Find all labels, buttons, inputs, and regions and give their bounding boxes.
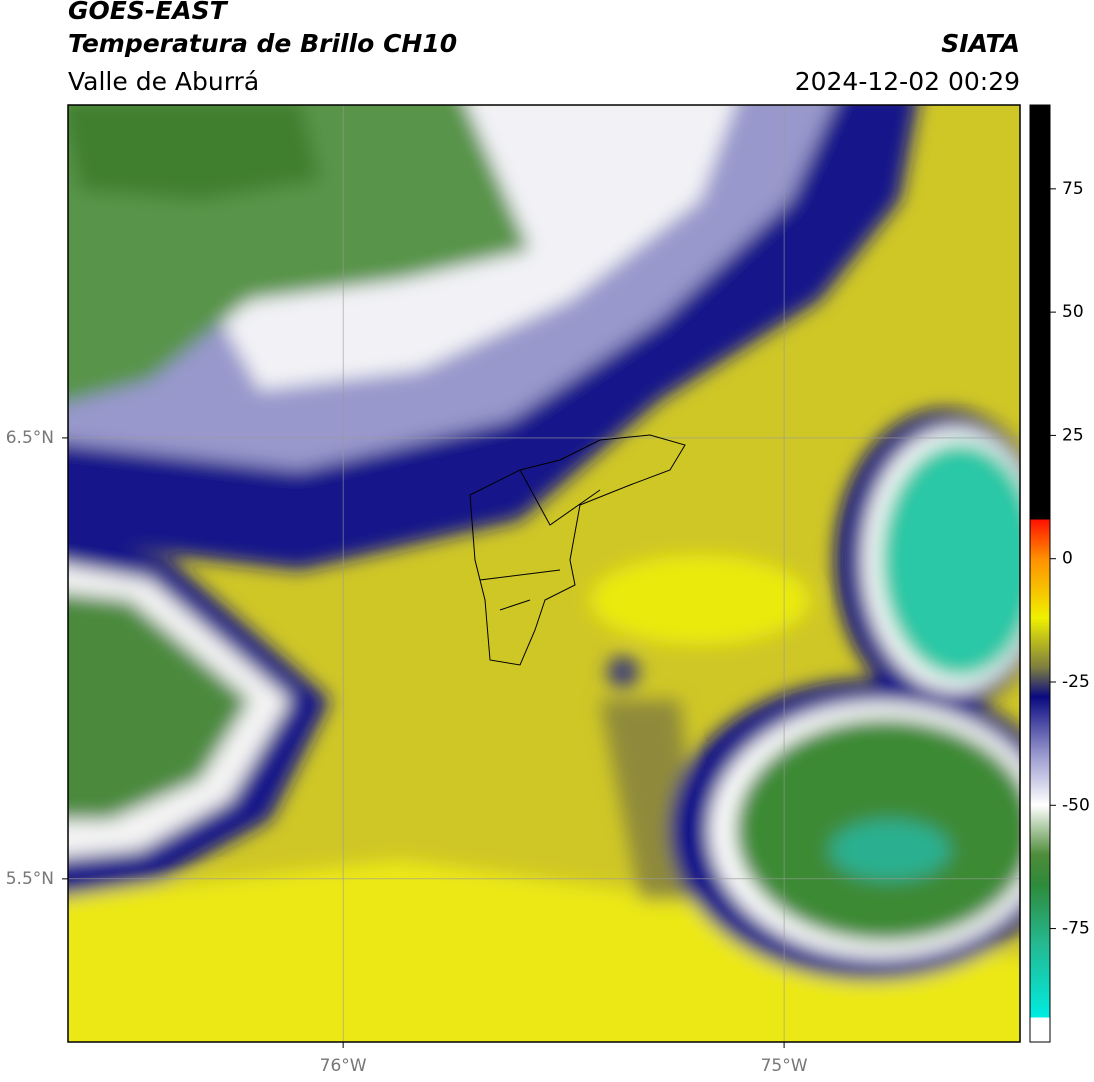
colorbar-tick-label: -75 (1062, 919, 1090, 939)
subtitle: Temperatura de Brillo CH10 (68, 29, 457, 58)
title: GOES-EAST (68, 0, 229, 25)
colorbar-tick-label: 0 (1062, 549, 1073, 569)
datetime: 2024-12-02 00:29 (795, 67, 1020, 96)
x-tick-label: 76°W (320, 1056, 367, 1076)
colorbar-tick-label: 75 (1062, 179, 1084, 199)
municipal-boundaries (469, 434, 686, 666)
region: Valle de Aburrá (68, 67, 259, 96)
colorbar-tick-label: -25 (1062, 672, 1090, 692)
source: SIATA (941, 29, 1020, 58)
colorbar-tick-label: -50 (1062, 795, 1090, 815)
colorbar-tick-label: 25 (1062, 425, 1084, 445)
map-field (68, 105, 1020, 1042)
map-frame (67, 104, 1021, 1043)
x-tick-label: 75°W (761, 1056, 808, 1076)
y-tick-label: 6.5°N (6, 428, 54, 448)
colorbar (1029, 104, 1051, 1043)
y-tick-label: 5.5°N (6, 869, 54, 889)
colorbar-tick-label: 50 (1062, 302, 1084, 322)
